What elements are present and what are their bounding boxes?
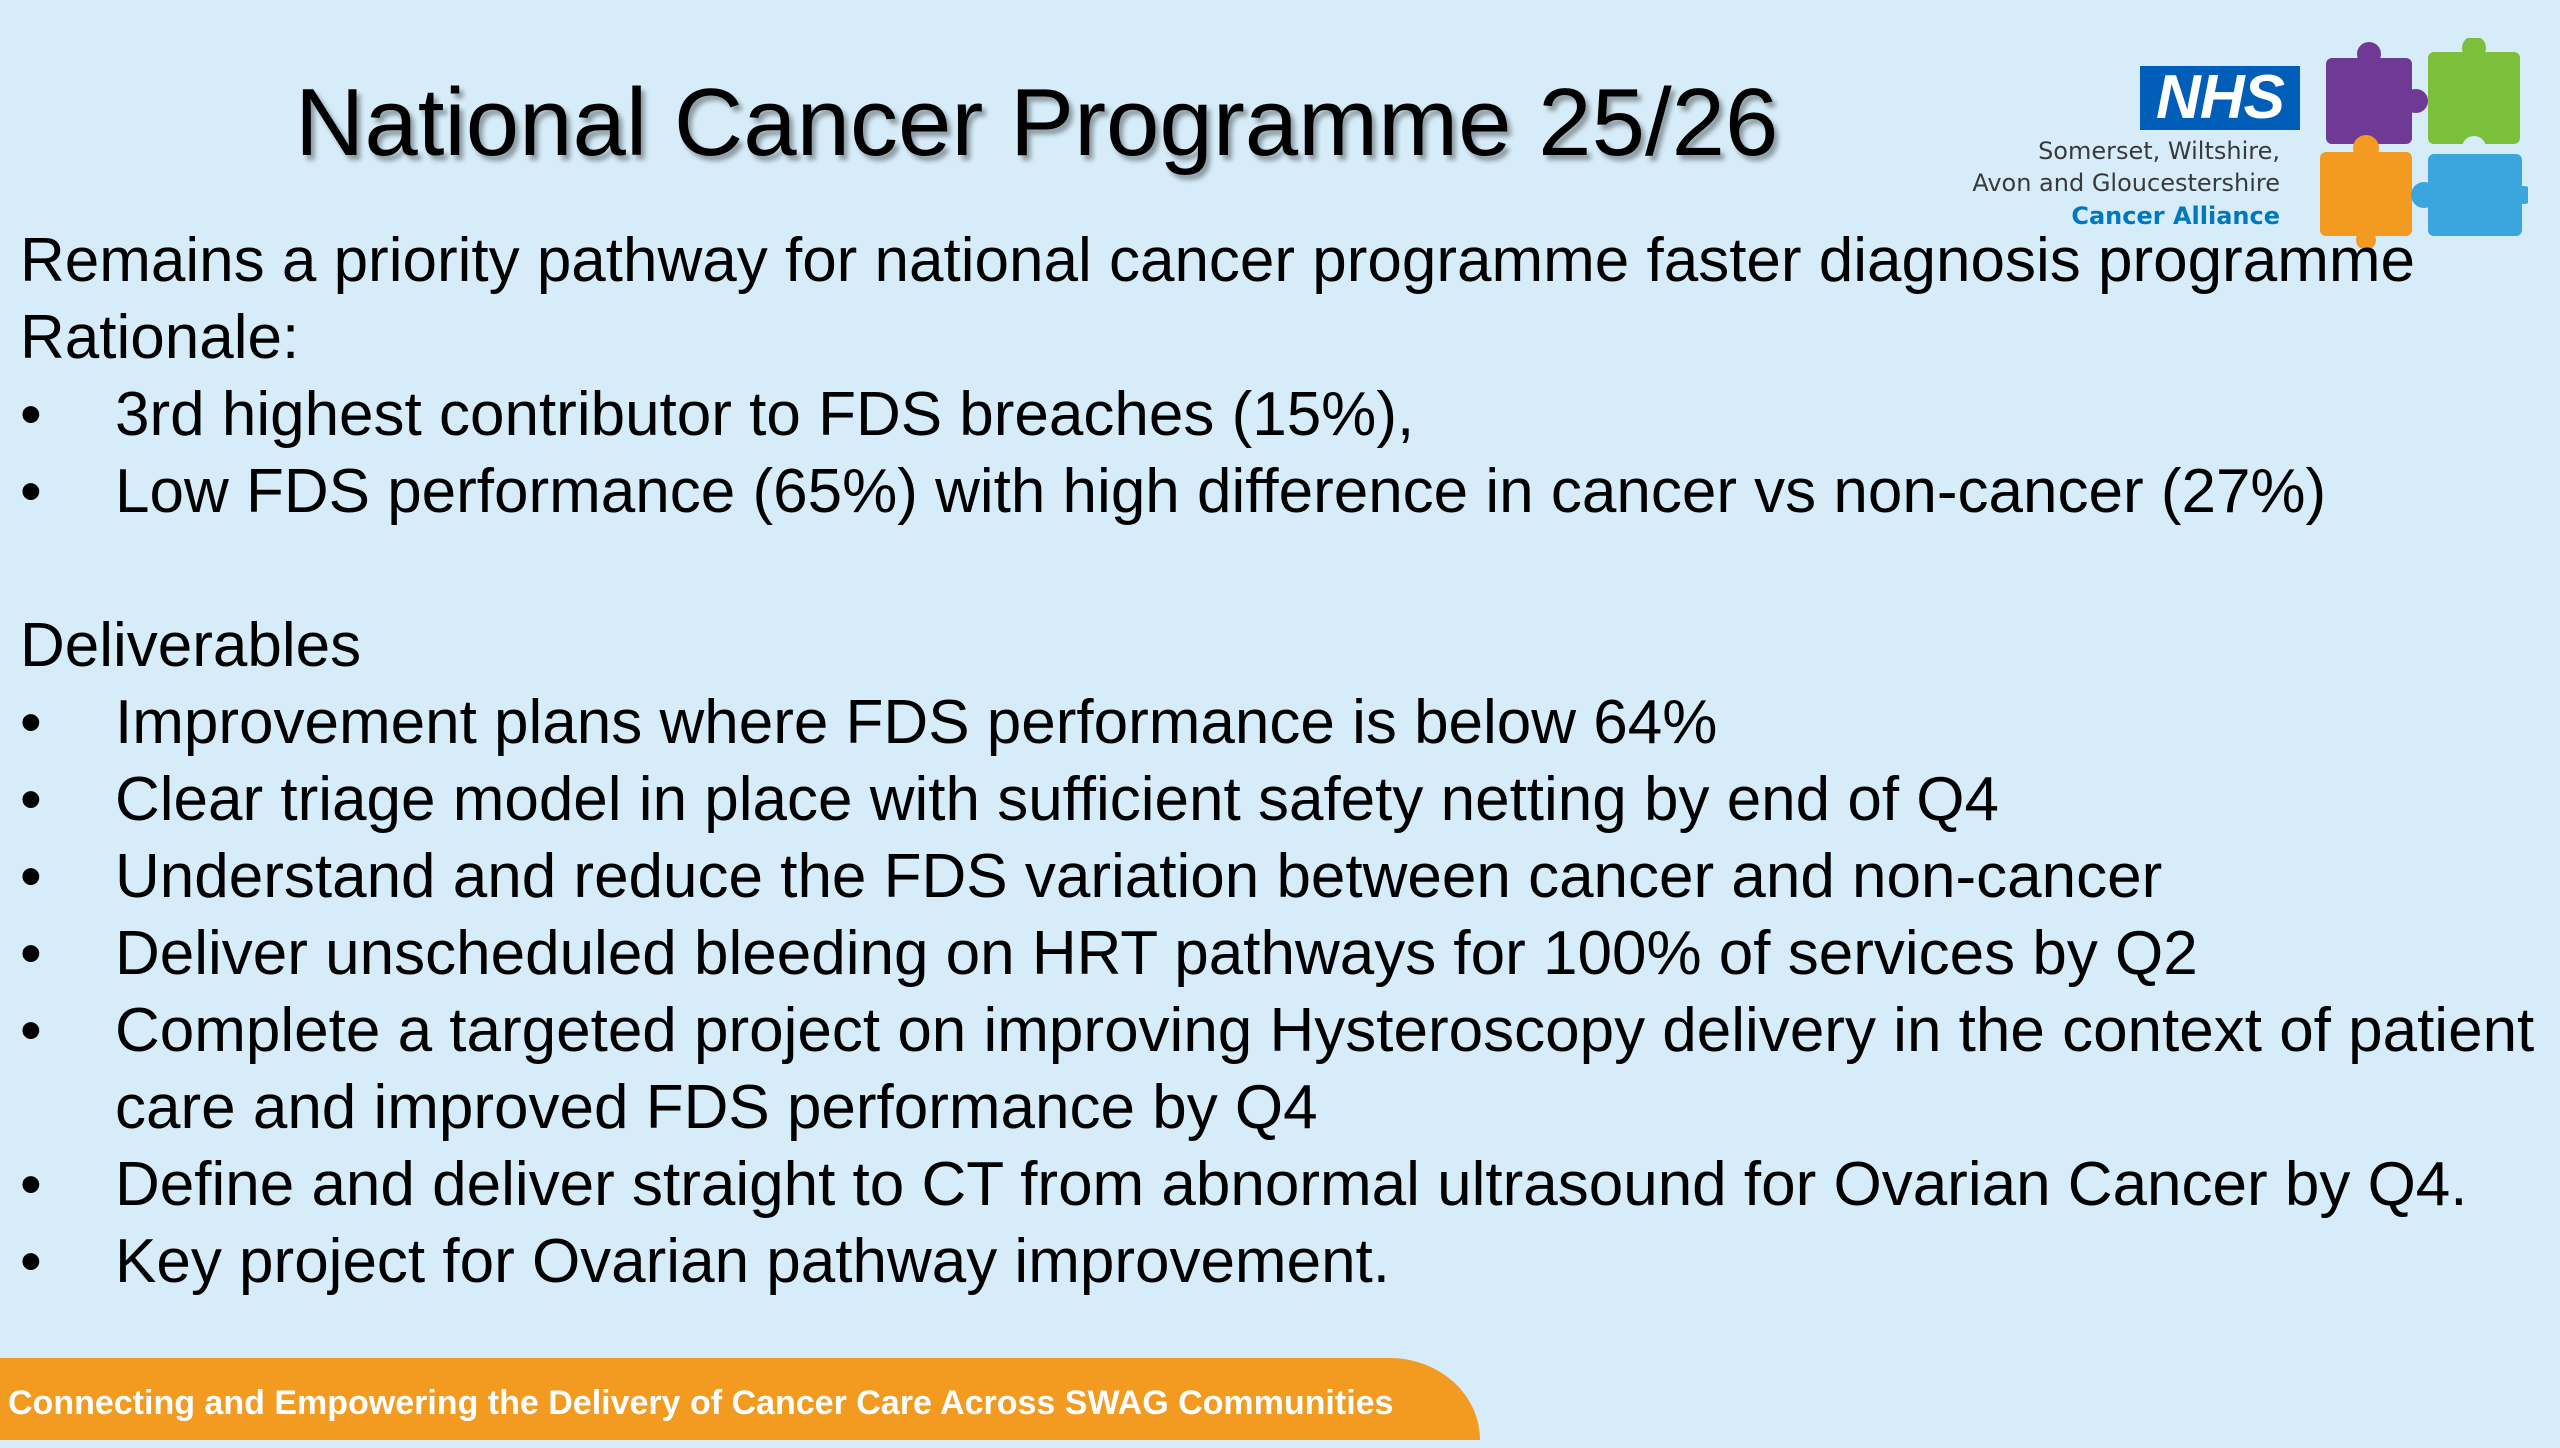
puzzle-pieces-icon xyxy=(2320,38,2528,248)
list-item: Key project for Ovarian pathway improvem… xyxy=(20,1223,2540,1300)
alliance-name-line-3: Cancer Alliance xyxy=(2071,202,2280,230)
list-item: 3rd highest contributor to FDS breaches … xyxy=(20,376,2540,453)
intro-text: Remains a priority pathway for national … xyxy=(20,226,2415,295)
alliance-name-line-1: Somerset, Wiltshire, xyxy=(2038,137,2280,165)
nhs-logo: NHS xyxy=(2140,66,2300,130)
slide-title: National Cancer Programme 25/26 xyxy=(295,69,1779,176)
rationale-heading: Rationale: xyxy=(20,303,300,372)
rationale-list: 3rd highest contributor to FDS breaches … xyxy=(20,376,2540,530)
list-item: Low FDS performance (65%) with high diff… xyxy=(20,453,2540,530)
deliverables-list: Improvement plans where FDS performance … xyxy=(20,684,2540,1300)
deliverables-heading: Deliverables xyxy=(20,611,362,680)
section-spacer xyxy=(20,530,2540,607)
list-item: Define and deliver straight to CT from a… xyxy=(20,1146,2540,1223)
list-item: Improvement plans where FDS performance … xyxy=(20,684,2540,761)
list-item: Complete a targeted project on improving… xyxy=(20,992,2540,1146)
list-item: Clear triage model in place with suffici… xyxy=(20,761,2540,838)
list-item: Understand and reduce the FDS variation … xyxy=(20,838,2540,915)
list-item: Deliver unscheduled bleeding on HRT path… xyxy=(20,915,2540,992)
alliance-name-line-2: Avon and Gloucestershire xyxy=(1972,169,2280,197)
cancer-alliance-logo: NHS Somerset, Wiltshire, Avon and Glouce… xyxy=(1940,38,2528,258)
footer-banner: Connecting and Empowering the Delivery o… xyxy=(0,1358,1480,1440)
slide-body: Remains a priority pathway for national … xyxy=(20,222,2540,1300)
